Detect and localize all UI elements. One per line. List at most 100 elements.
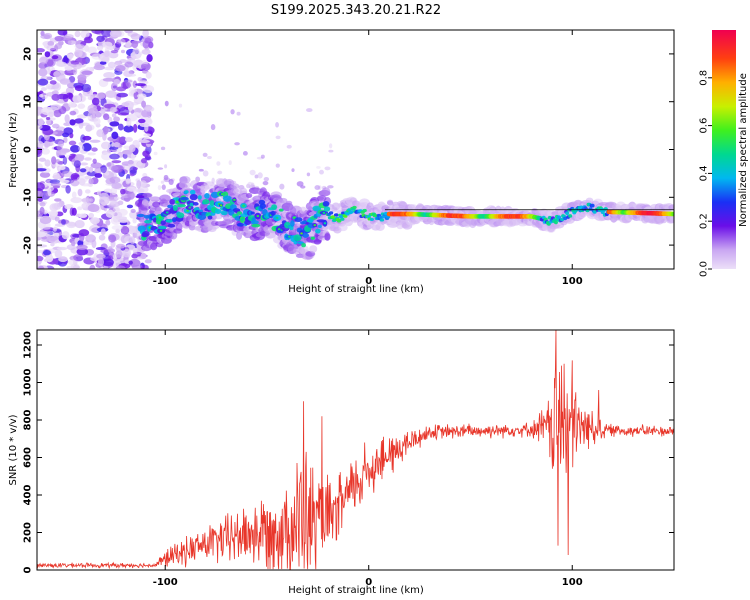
spectrogram-cell	[128, 144, 136, 153]
spectrogram-cell	[73, 160, 81, 168]
snr-ytick-label: 200	[23, 522, 34, 543]
spectrogram-cell	[74, 118, 84, 124]
spectrogram-cell	[115, 265, 126, 269]
spectrogram-cell	[111, 225, 123, 231]
spectrogram-cell	[131, 253, 138, 259]
spectrogram-cell	[55, 61, 67, 67]
spectrogram-cell	[81, 70, 93, 75]
spectrogram-cell	[74, 49, 83, 58]
spectrogram-cell	[177, 204, 186, 208]
spectrogram-cell	[330, 215, 336, 219]
snr-background	[37, 330, 674, 570]
spectrogram-cell	[138, 118, 146, 124]
spectrogram-cell	[118, 136, 125, 144]
snr-ytick-label: 1000	[23, 369, 34, 397]
spectrogram-cell	[41, 148, 51, 155]
spectrogram-cell	[109, 200, 116, 205]
spectrogram-cell	[76, 175, 88, 183]
spectrogram-cell	[141, 48, 151, 55]
spectrogram-cell	[125, 42, 132, 48]
chart-title: S199.2025.343.20.21.R22	[271, 3, 441, 18]
spectrogram-cell	[362, 208, 367, 213]
spectrogram-cell	[42, 249, 51, 256]
spectrogram-cell	[124, 136, 133, 143]
spectrogram-cell	[100, 141, 111, 150]
spectrogram-cell	[67, 259, 78, 266]
spectrogram-cell	[312, 205, 322, 212]
spectrogram-cell	[70, 197, 83, 204]
spectrogram-cell	[74, 220, 85, 229]
spectrogram-cell	[169, 198, 176, 205]
spectrogram-cell	[202, 170, 209, 177]
spectrogram-cell	[168, 178, 174, 185]
snr-xtick-label: 100	[562, 577, 583, 588]
spectrogram-cell	[143, 214, 150, 219]
spectrogram-cell	[142, 30, 149, 38]
spectrogram-cell	[57, 202, 62, 208]
spectrogram-cell	[309, 245, 318, 253]
spectrogram-cell	[39, 94, 44, 98]
spectrogram-cell	[322, 200, 330, 207]
spectrogram-cell	[233, 198, 236, 201]
spectrogram-cell	[202, 198, 210, 205]
spectrogram-cell	[163, 177, 171, 183]
spectrogram-cell	[275, 135, 281, 140]
spectrogram-cell	[375, 222, 385, 232]
spectrogram-ytick-label: -20	[23, 236, 34, 254]
spectrogram-cell	[117, 218, 129, 223]
spectrogram-cell	[61, 231, 70, 240]
spectrogram-cell	[129, 210, 138, 219]
spectrogram-cell	[54, 216, 60, 222]
spectrogram-cell	[285, 200, 293, 206]
spectrogram-cell	[242, 204, 245, 207]
spectrogram-cell	[76, 244, 88, 250]
spectrogram-ytick-label: 20	[23, 47, 34, 61]
spectrogram-cell	[53, 71, 61, 78]
spectrogram-cell	[101, 258, 114, 267]
spectrogram-xtick-label: 100	[562, 276, 583, 287]
snr-ytick-label: 0	[23, 566, 34, 573]
colorbar: 0.0 0.2 0.4 0.6 0.8 Normalized spectral ampl…	[699, 30, 749, 277]
spectrogram-cell	[228, 160, 232, 166]
spectrogram-cell	[144, 259, 152, 264]
spectrogram-cell	[45, 116, 51, 120]
spectrogram-cell	[109, 30, 122, 38]
spectrogram-cell	[140, 252, 147, 260]
spectrogram-cell	[83, 242, 93, 246]
spectrogram-cell	[245, 192, 253, 199]
spectrogram-cell	[138, 139, 150, 143]
spectrogram-cell	[66, 53, 74, 59]
spectrogram-cell	[38, 68, 48, 77]
spectrogram-cell	[82, 135, 92, 141]
spectrogram-cell	[254, 174, 259, 179]
spectrogram-cell	[179, 175, 191, 184]
spectrogram-cell	[290, 220, 295, 227]
spectrogram-cell	[230, 109, 235, 115]
spectrogram-cell	[84, 157, 92, 161]
spectrogram-cell	[77, 188, 83, 197]
spectrogram-cell	[294, 217, 303, 223]
spectrogram-cell	[302, 232, 310, 238]
spectrogram-cell	[124, 73, 137, 77]
colorbar-ticks: 0.0 0.2 0.4 0.6 0.8	[699, 70, 712, 277]
spectrogram-cell	[317, 224, 322, 229]
spectrogram-cell	[77, 206, 83, 211]
spectrogram-cell	[222, 195, 232, 202]
spectrogram-cell	[96, 129, 105, 138]
spectrogram-cell	[159, 229, 163, 233]
spectrogram-cell	[91, 97, 100, 106]
spectrogram-cell	[45, 83, 52, 90]
spectrogram-cell	[188, 206, 191, 209]
spectrogram-cell	[88, 212, 95, 219]
snr-ytick-label: 400	[23, 485, 34, 506]
spectrogram-cell	[250, 211, 255, 215]
spectrogram-cell	[83, 36, 94, 44]
spectrogram-cell	[249, 169, 256, 176]
spectrogram-cell	[113, 196, 120, 200]
spectrogram-cell	[78, 213, 88, 218]
spectrogram-cell	[83, 45, 90, 52]
spectrogram-cell	[112, 215, 120, 223]
spectrogram-cell	[37, 255, 44, 262]
spectrogram-cell	[127, 191, 135, 200]
